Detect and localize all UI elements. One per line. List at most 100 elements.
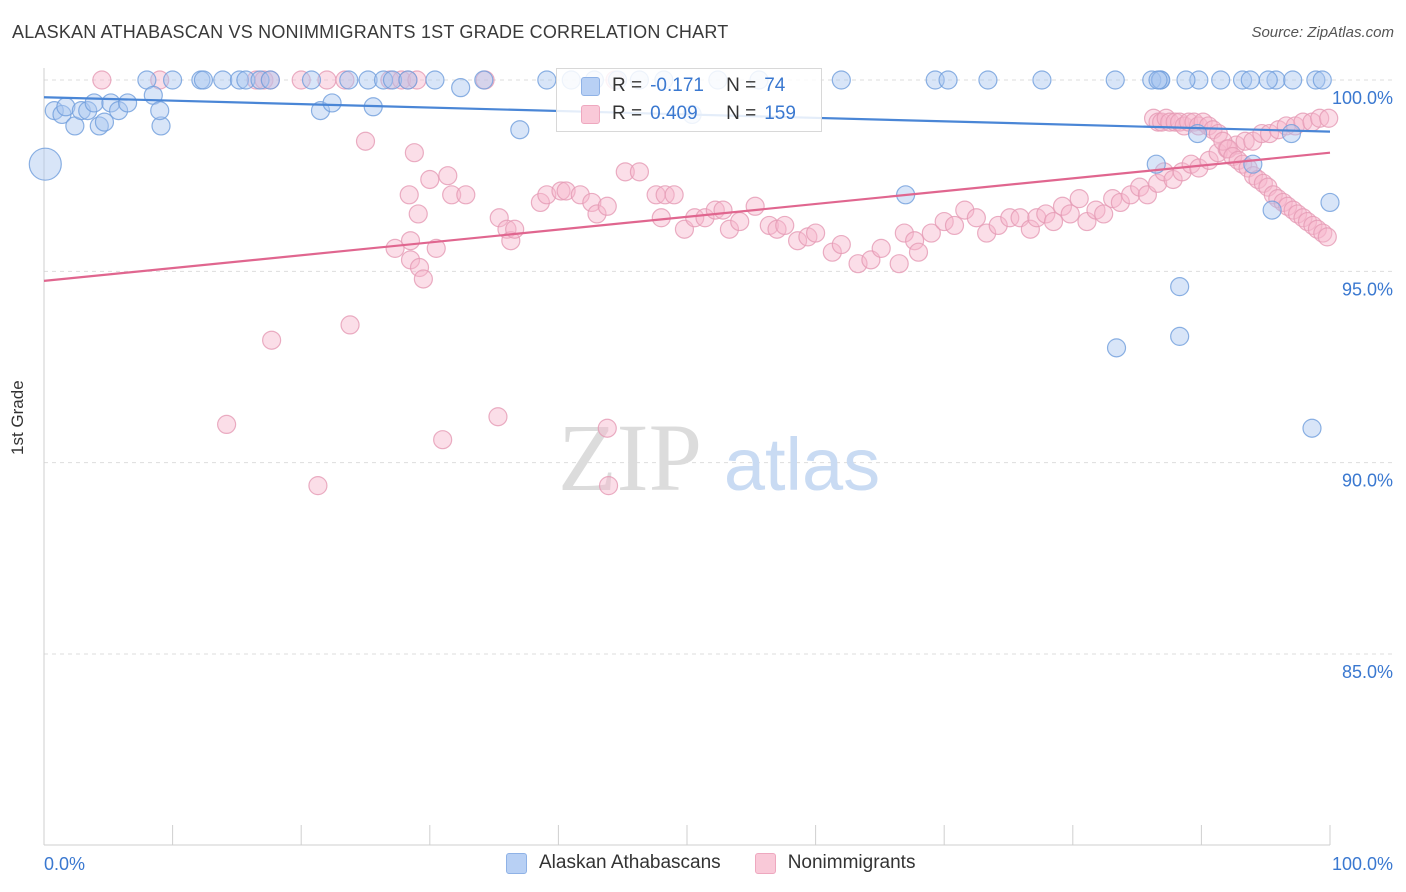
r-label-pink: R = — [612, 103, 643, 124]
alaskan-athabascans-point — [1262, 200, 1282, 220]
alaskan-athabascans-point — [1032, 70, 1052, 90]
nonimmigrants-point — [570, 185, 590, 205]
nonimmigrants-point — [889, 254, 909, 274]
alaskan-athabascans-points — [28, 70, 1340, 438]
legend-item-nonimmigrants[interactable]: Nonimmigrants — [754, 852, 915, 874]
nonimmigrants-point — [1110, 192, 1130, 213]
alaskan-athabascans-point — [250, 70, 270, 90]
nonimmigrants-point — [433, 430, 453, 450]
alaskan-athabascans-point — [236, 70, 256, 90]
y-tick-label: 85.0% — [1342, 662, 1393, 682]
nonimmigrants-point — [582, 192, 602, 213]
alaskan-athabascans-point — [193, 70, 214, 90]
nonimmigrants-point — [385, 238, 405, 258]
nonimmigrants-point — [597, 418, 617, 438]
alaskan-athabascans-point — [163, 70, 183, 90]
n-value-pink: 159 — [764, 103, 796, 124]
alaskan-athabascans-point — [1283, 70, 1303, 90]
legend-swatch-blue — [506, 852, 527, 874]
alaskan-athabascans-point — [1281, 123, 1302, 144]
pink-swatch — [581, 104, 600, 124]
nonimmigrants-point — [871, 238, 891, 258]
nonimmigrants-point — [1052, 196, 1073, 216]
nonimmigrants-point — [489, 208, 509, 228]
alaskan-athabascans-point — [28, 147, 62, 181]
nonimmigrants-point — [775, 215, 795, 236]
nonimmigrants-point — [664, 185, 684, 205]
nonimmigrants-point — [92, 70, 112, 90]
nonimmigrants-point — [1193, 112, 1213, 132]
nonimmigrants-point — [1043, 211, 1064, 232]
nonimmigrants-point — [442, 185, 462, 205]
nonimmigrants-point — [291, 70, 311, 90]
nonimmigrants-point — [1000, 208, 1020, 228]
x-tick-label-left: 0.0% — [44, 854, 85, 874]
stats-row-pink: R = 0.409 N = 159 — [581, 102, 796, 126]
nonimmigrants-point — [908, 242, 929, 262]
nonimmigrants-point — [308, 476, 328, 496]
alaskan-athabascans-point — [151, 116, 171, 136]
r-label-blue: R = — [612, 75, 643, 96]
nonimmigrants-point — [597, 196, 617, 216]
n-label-pink: N = — [726, 103, 757, 124]
alaskan-athabascans-point — [150, 101, 170, 121]
alaskan-athabascans-point — [1148, 70, 1168, 90]
alaskan-athabascans-point — [94, 112, 115, 132]
blue-swatch — [581, 76, 600, 96]
alaskan-athabascans-point — [382, 70, 403, 90]
watermark-zip: ZIP — [558, 404, 702, 511]
nonimmigrants-point — [713, 200, 733, 220]
nonimmigrants-point — [1235, 131, 1255, 151]
alaskan-athabascans-point — [425, 70, 445, 90]
alaskan-athabascans-point — [1312, 70, 1332, 90]
nonimmigrants-point — [551, 181, 571, 201]
nonimmigrants-point — [719, 219, 740, 239]
legend-item-alaskan-athabascans[interactable]: Alaskan Athabascans — [506, 852, 721, 874]
alaskan-athabascans-point — [1266, 70, 1286, 90]
nonimmigrants-point — [355, 131, 376, 151]
nonimmigrants-point — [1317, 227, 1337, 247]
nonimmigrants-point — [426, 238, 446, 258]
alaskan-athabascans-point — [1176, 70, 1196, 90]
nonimmigrants-point — [217, 414, 237, 434]
nonimmigrants-point — [501, 231, 521, 251]
alaskan-athabascans-point — [1240, 70, 1260, 90]
alaskan-athabascans-point — [89, 116, 109, 136]
nonimmigrants-point — [1036, 204, 1056, 224]
n-label-blue: N = — [726, 75, 757, 96]
alaskan-athabascans-point — [229, 70, 250, 90]
nonimmigrants-point — [955, 200, 975, 220]
alaskan-athabascans-point — [938, 70, 958, 90]
nonimmigrants-point — [409, 257, 430, 278]
nonimmigrants-point — [848, 254, 868, 274]
nonimmigrants-point — [438, 166, 458, 186]
nonimmigrants-point — [1069, 189, 1089, 209]
nonimmigrants-point — [1130, 177, 1150, 197]
alaskan-athabascans-point — [260, 70, 280, 90]
alaskan-athabascans-point — [310, 101, 331, 121]
tick-labels: 100.0% 95.0% 90.0% 85.0% 0.0% 100.0% — [44, 88, 1393, 874]
nonimmigrants-point — [1020, 219, 1040, 239]
nonimmigrants-point — [787, 231, 808, 251]
nonimmigrants-point — [1248, 169, 1268, 190]
nonimmigrants-point — [399, 185, 419, 205]
y-tick-label: 90.0% — [1342, 471, 1393, 491]
alaskan-athabascans-point — [1302, 418, 1322, 438]
nonimmigrants-point — [745, 196, 765, 216]
nonimmigrants-point — [805, 223, 826, 243]
nonimmigrants-point — [556, 181, 576, 201]
alaskan-athabascans-point — [451, 78, 471, 98]
alaskan-athabascans-point — [978, 70, 998, 90]
source-label: Source: ZipAtlas.com — [1251, 24, 1394, 41]
nonimmigrants-point — [894, 223, 914, 243]
nonimmigrants-point — [1297, 211, 1318, 232]
alaskan-athabascans-point — [78, 101, 98, 121]
x-tick-label-right: 100.0% — [1332, 854, 1393, 874]
watermark-atlas: atlas — [724, 423, 880, 506]
nonimmigrants-point — [530, 192, 550, 213]
nonimmigrants-point — [831, 234, 851, 255]
trend-line-pink — [43, 151, 1331, 282]
nonimmigrants-point — [1287, 204, 1308, 224]
nonimmigrants-point — [730, 211, 750, 232]
